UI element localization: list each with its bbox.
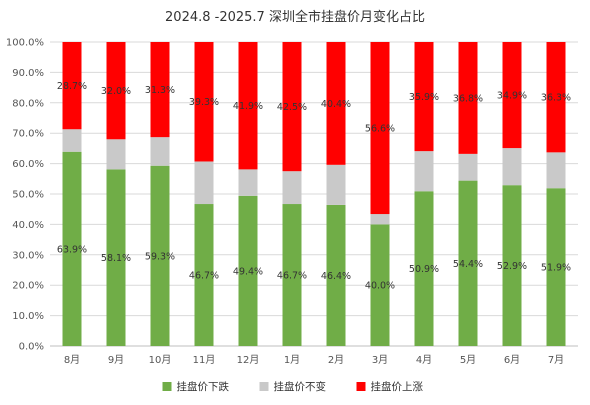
x-tick-label: 7月 (548, 354, 564, 366)
bar-segment (194, 42, 214, 162)
x-tick-label: 8月 (64, 354, 80, 366)
bar-segment (370, 42, 390, 215)
y-tick-label: 90.0% (12, 68, 44, 79)
bar-segment (62, 129, 82, 152)
data-label: 58.1% (101, 253, 131, 264)
legend-label: 挂盘价上涨 (371, 380, 424, 393)
bar-segment (62, 42, 82, 130)
data-label: 36.8% (453, 93, 483, 104)
x-tick-label: 1月 (284, 354, 300, 366)
data-label: 35.9% (409, 92, 439, 103)
data-label: 46.4% (321, 271, 351, 282)
bar-segment (458, 153, 478, 181)
bar-segment (194, 161, 214, 205)
bar-segment (546, 42, 566, 153)
data-label: 56.6% (365, 124, 395, 135)
data-label: 46.7% (277, 271, 307, 282)
y-tick-label: 0.0% (19, 342, 44, 353)
data-label: 50.9% (409, 264, 439, 275)
data-label: 49.4% (233, 266, 263, 277)
chart-title: 2024.8 -2025.7 深圳全市挂盘价月变化占比 (165, 10, 425, 25)
bar-segment (282, 204, 302, 346)
y-tick-label: 50.0% (12, 190, 44, 201)
bar-segment (238, 169, 258, 196)
bar-segment (150, 137, 170, 166)
bar-segment (150, 165, 170, 346)
data-label: 34.9% (497, 91, 527, 102)
bar-segment (546, 152, 566, 189)
data-label: 40.4% (321, 99, 351, 110)
x-tick-label: 12月 (237, 354, 260, 366)
bar-segment (414, 191, 434, 346)
bar-segment (414, 151, 434, 192)
bar-segment (502, 185, 522, 346)
bar-segment (502, 148, 522, 186)
bar-segment (194, 204, 214, 346)
y-tick-label: 10.0% (12, 311, 44, 322)
y-tick-label: 80.0% (12, 98, 44, 109)
x-tick-label: 6月 (504, 354, 520, 366)
legend-label: 挂盘价下跌 (177, 380, 230, 393)
bar-segment (106, 42, 126, 140)
data-label: 52.9% (497, 261, 527, 272)
bar-segment (326, 164, 346, 205)
bar-segment (502, 42, 522, 149)
y-tick-label: 100.0% (6, 38, 44, 49)
y-tick-label: 20.0% (12, 281, 44, 292)
bar-segment (150, 42, 170, 138)
legend-swatch (162, 382, 172, 391)
data-label: 42.5% (277, 102, 307, 113)
data-label: 54.4% (453, 259, 483, 270)
bar-segment (370, 214, 390, 225)
data-label: 40.0% (365, 281, 395, 292)
legend-swatch (356, 382, 366, 391)
bar-segment (458, 42, 478, 154)
x-tick-label: 5月 (460, 354, 476, 366)
bar-segment (106, 139, 126, 170)
bar-segment (326, 42, 346, 165)
data-label: 41.9% (233, 101, 263, 112)
x-tick-label: 10月 (149, 354, 172, 366)
bar-segment (546, 188, 566, 346)
x-tick-label: 11月 (193, 354, 216, 366)
data-label: 63.9% (57, 244, 87, 255)
bar-segment (238, 195, 258, 346)
data-label: 28.7% (57, 81, 87, 92)
data-label: 51.9% (541, 263, 571, 274)
y-tick-label: 60.0% (12, 159, 44, 170)
data-label: 32.0% (101, 86, 131, 97)
bar-segment (282, 171, 302, 205)
x-tick-label: 2月 (328, 354, 344, 366)
y-tick-label: 30.0% (12, 250, 44, 261)
x-tick-label: 9月 (108, 354, 124, 366)
data-label: 39.3% (189, 97, 219, 108)
bar-segment (282, 42, 302, 172)
bar-segment (106, 169, 126, 346)
legend-label: 挂盘价不变 (274, 380, 327, 393)
data-label: 46.7% (189, 271, 219, 282)
bar-segment (326, 204, 346, 346)
data-label: 36.3% (541, 93, 571, 104)
y-tick-label: 40.0% (12, 220, 44, 231)
data-label: 31.3% (145, 85, 175, 96)
x-tick-label: 4月 (416, 354, 432, 366)
x-tick-label: 3月 (372, 354, 388, 366)
data-label: 59.3% (145, 251, 175, 262)
bar-segment (414, 42, 434, 152)
bar-segment (370, 224, 390, 346)
bar-segment (62, 151, 82, 346)
legend-swatch (259, 382, 269, 391)
bar-segment (458, 180, 478, 346)
bar-segment (238, 42, 258, 170)
y-tick-label: 70.0% (12, 129, 44, 140)
